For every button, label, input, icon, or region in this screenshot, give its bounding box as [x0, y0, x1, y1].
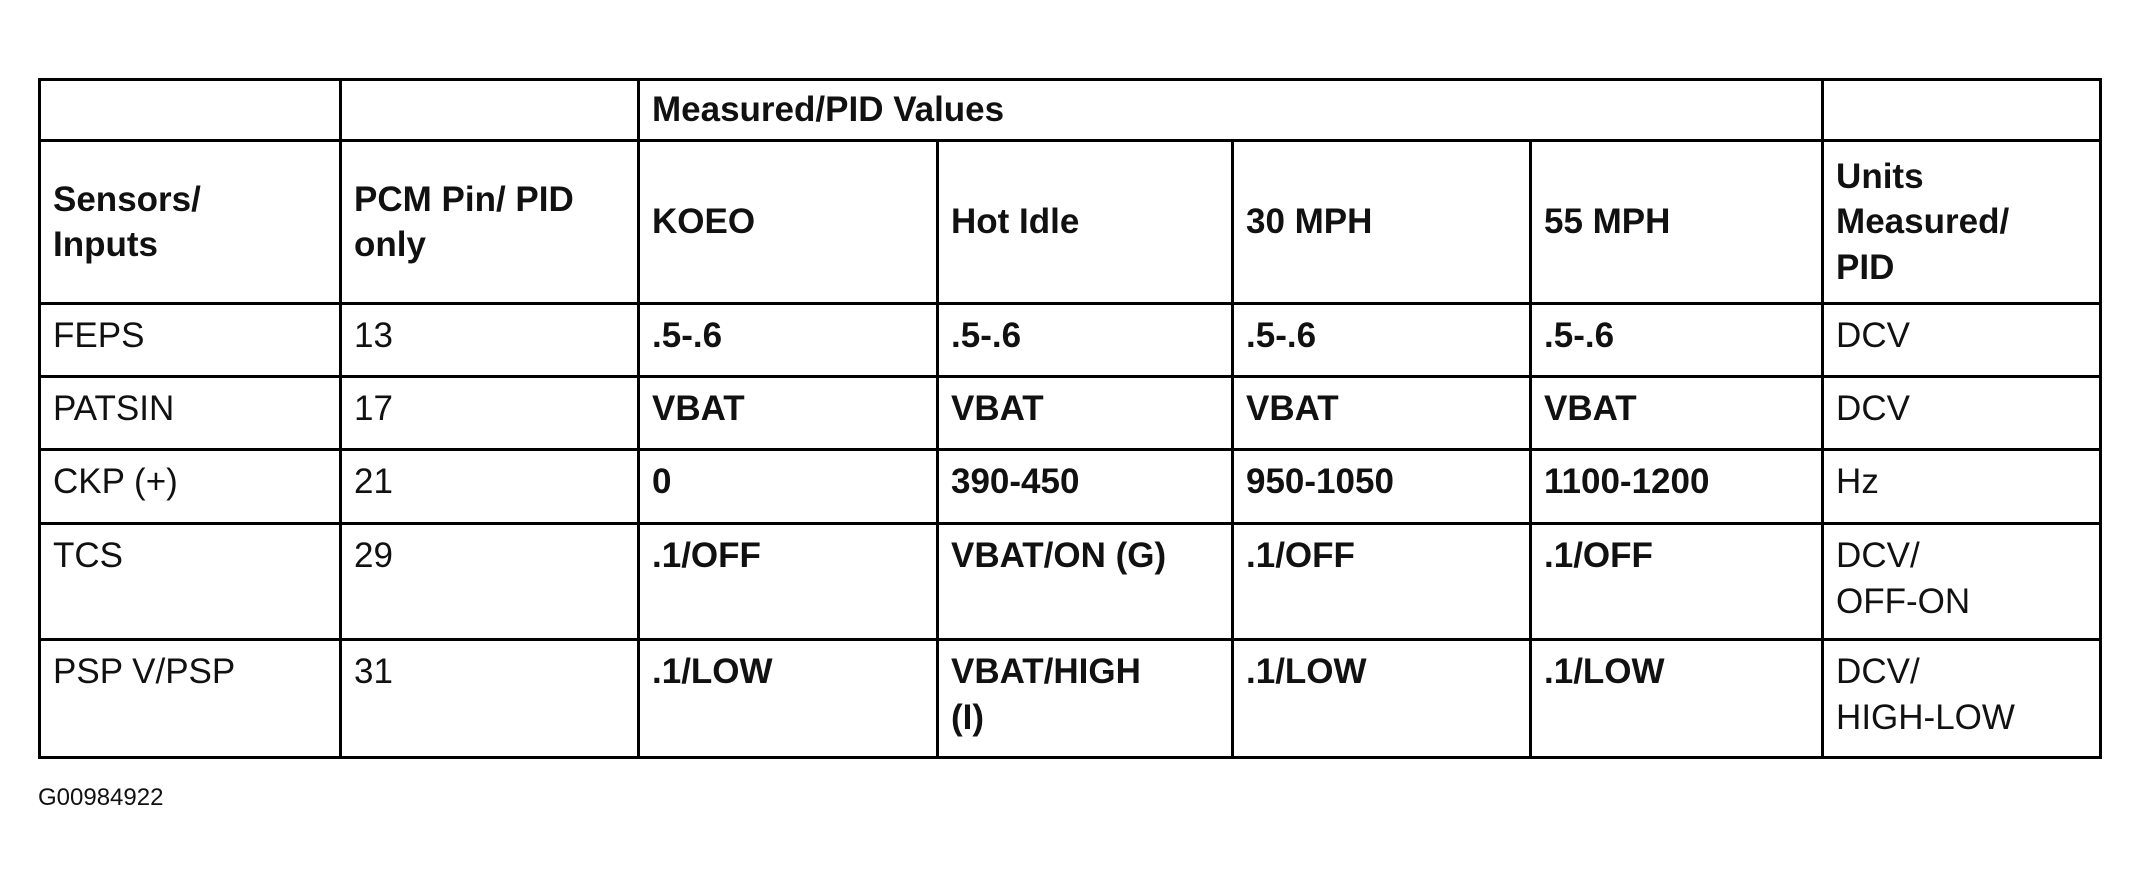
column-header: 30 MPH: [1231, 139, 1532, 305]
table-row: PSP V/PSP 31.1/LOW VBAT/HIGH (I) .1/LOW .1/L…: [38, 638, 2103, 759]
table-cell: CKP (+): [38, 448, 342, 525]
column-header: Hot Idle: [936, 139, 1234, 305]
table-row: CKP (+) 21 0 390-450 950-1050 1100-1200 Hz: [38, 448, 2103, 525]
table-cell: VBAT/ON (G): [936, 522, 1234, 641]
table-cell: VBAT: [1528, 375, 1825, 451]
group-label: Measured/PID Values: [636, 78, 1825, 142]
table-cell: .1/LOW: [637, 638, 939, 759]
column-header: Units Measured/ PID: [1821, 139, 2103, 305]
table-cell: VBAT: [1231, 375, 1532, 451]
table-cell: FEPS: [38, 302, 342, 378]
table-cell: DCV/ OFF-ON: [1821, 522, 2103, 641]
table-cell: 21: [339, 448, 640, 525]
table-cell: .5-.6: [1528, 302, 1825, 378]
table-cell: .1/LOW: [1528, 638, 1825, 759]
table-cell: VBAT/HIGH (I): [936, 638, 1234, 759]
group-header-row: Measured/PID Values: [38, 78, 2103, 142]
table-cell: 17: [339, 375, 640, 451]
column-header-row: Sensors/ Inputs PCM Pin/ PID only KOEO Hot …: [38, 139, 2103, 305]
empty-cell: [339, 78, 640, 142]
pid-table: Measured/PID Values Sensors/ Inputs PCM P…: [38, 78, 2103, 759]
table-cell: .1/OFF: [1528, 522, 1825, 641]
table-cell: VBAT: [637, 375, 939, 451]
column-header: Sensors/ Inputs: [38, 139, 342, 305]
table-cell: TCS: [38, 522, 342, 641]
table-cell: DCV: [1821, 302, 2103, 378]
table-cell: 31: [339, 638, 640, 759]
table-cell: 13: [339, 302, 640, 378]
table-cell: VBAT: [936, 375, 1234, 451]
table-cell: .5-.6: [637, 302, 939, 378]
table-row: TCS 29.1/OFF VBAT/ON (G) .1/OFF .1/OFF DCV/ O…: [38, 522, 2103, 641]
table-row: FEPS 13.5-.6.5-.6.5-.6.5-.6 DCV: [38, 302, 2103, 378]
table-cell: 0: [637, 448, 939, 525]
table-cell: .1/OFF: [637, 522, 939, 641]
table-cell: .5-.6: [936, 302, 1234, 378]
table-cell: DCV: [1821, 375, 2103, 451]
empty-cell: [38, 78, 342, 142]
column-header: KOEO: [637, 139, 939, 305]
table-cell: .1/LOW: [1231, 638, 1532, 759]
table-body: Measured/PID Values Sensors/ Inputs PCM P…: [38, 78, 2103, 759]
table-cell: DCV/ HIGH-LOW: [1821, 638, 2103, 759]
table-cell: 950-1050: [1231, 448, 1532, 525]
table-cell: .5-.6: [1231, 302, 1532, 378]
table-cell: PATSIN: [38, 375, 342, 451]
table-cell: .1/OFF: [1231, 522, 1532, 641]
figure-id: G00984922: [38, 784, 164, 811]
column-header: PCM Pin/ PID only: [339, 139, 640, 305]
table-cell: 390-450: [936, 448, 1234, 525]
table-cell: PSP V/PSP: [38, 638, 342, 759]
table-cell: Hz: [1821, 448, 2103, 525]
empty-cell: [1821, 78, 2103, 142]
column-header: 55 MPH: [1528, 139, 1825, 305]
table-row: PATSIN 17 VBAT VBAT VBAT VBAT DCV: [38, 375, 2103, 451]
table-cell: 29: [339, 522, 640, 641]
table-cell: 1100-1200: [1528, 448, 1825, 525]
